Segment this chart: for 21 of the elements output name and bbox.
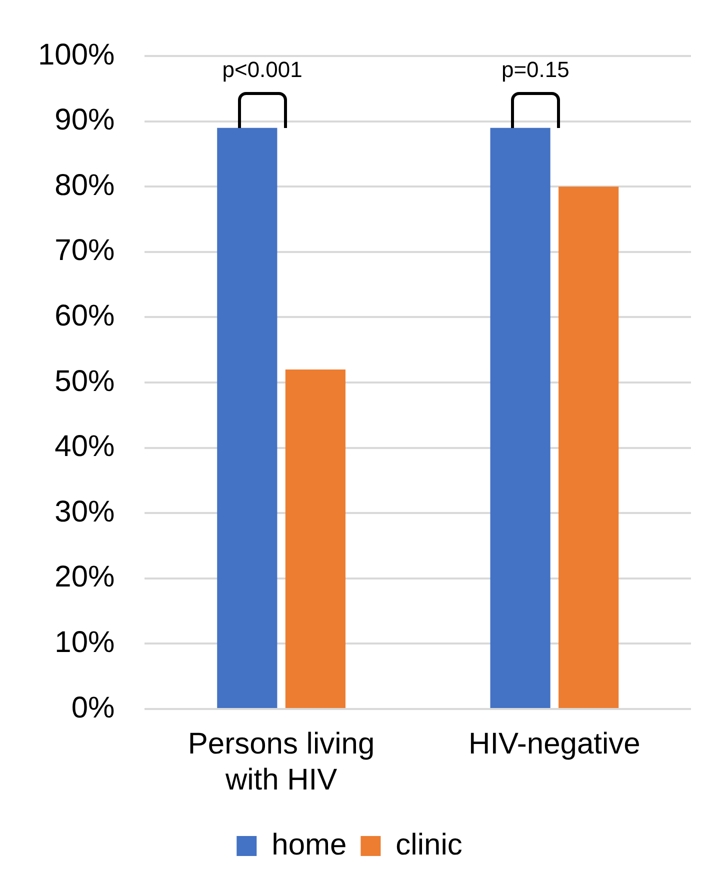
y-tick-label: 80%: [54, 168, 115, 202]
y-tick-label: 90%: [54, 104, 115, 137]
x-tick-label: HIV-negative: [468, 727, 640, 760]
y-tick-label: 30%: [54, 495, 115, 528]
y-tick-label: 20%: [54, 560, 115, 594]
y-tick-label: 10%: [54, 626, 115, 659]
bar: [285, 369, 346, 708]
legend-label: home: [272, 828, 347, 862]
y-tick-label: 50%: [54, 364, 115, 398]
y-tick-label: 60%: [54, 299, 115, 332]
y-tick-label: 70%: [54, 234, 115, 268]
y-tick-label: 100%: [38, 38, 115, 72]
annotation: p=0.15: [501, 56, 570, 82]
bar: [490, 128, 550, 708]
bar: [558, 186, 619, 708]
annotation: p<0.001: [222, 56, 302, 82]
bar: [217, 128, 278, 708]
y-tick-label: 40%: [54, 430, 115, 464]
x-tick-label: Persons living with HIV: [188, 727, 375, 796]
legend-label: clinic: [396, 828, 462, 862]
y-tick-label: 0%: [71, 691, 115, 724]
